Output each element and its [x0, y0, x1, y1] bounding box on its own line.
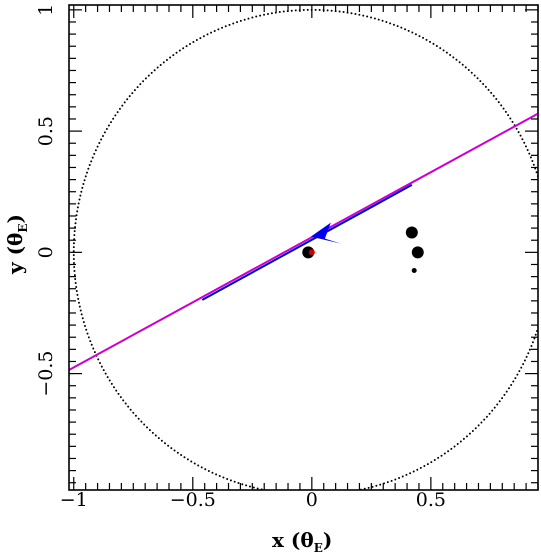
x-tick-label: −0.5: [170, 489, 216, 511]
source-arrow: [310, 222, 341, 244]
y-tick-label: 0: [35, 246, 57, 258]
y-axis-label: y (θE): [3, 214, 30, 275]
y-tick-label: 0.5: [35, 116, 57, 146]
lens-point-0: [302, 246, 315, 259]
lens-point-4: [411, 268, 417, 274]
x-tick-label: 0.5: [416, 489, 446, 511]
tick-labels: −1 −0.5 0 0.5 −0.5 0 0.5 1: [35, 4, 446, 511]
trajectory-segment: [201, 184, 413, 301]
data-layer: [69, 8, 538, 490]
x-tick-label: 0: [306, 489, 318, 511]
lens-point-3: [411, 246, 424, 259]
x-axis-label: x (θE): [272, 528, 332, 555]
y-tick-label: 1: [35, 4, 57, 16]
lens-point-2: [405, 226, 418, 239]
lens-point-1: [308, 249, 315, 256]
trajectory-line: [69, 112, 538, 371]
y-tick-label: −0.5: [35, 351, 57, 397]
plot-frame: [68, 4, 539, 491]
axis-ticks: [69, 5, 539, 490]
x-tick-label: −1: [60, 489, 88, 511]
